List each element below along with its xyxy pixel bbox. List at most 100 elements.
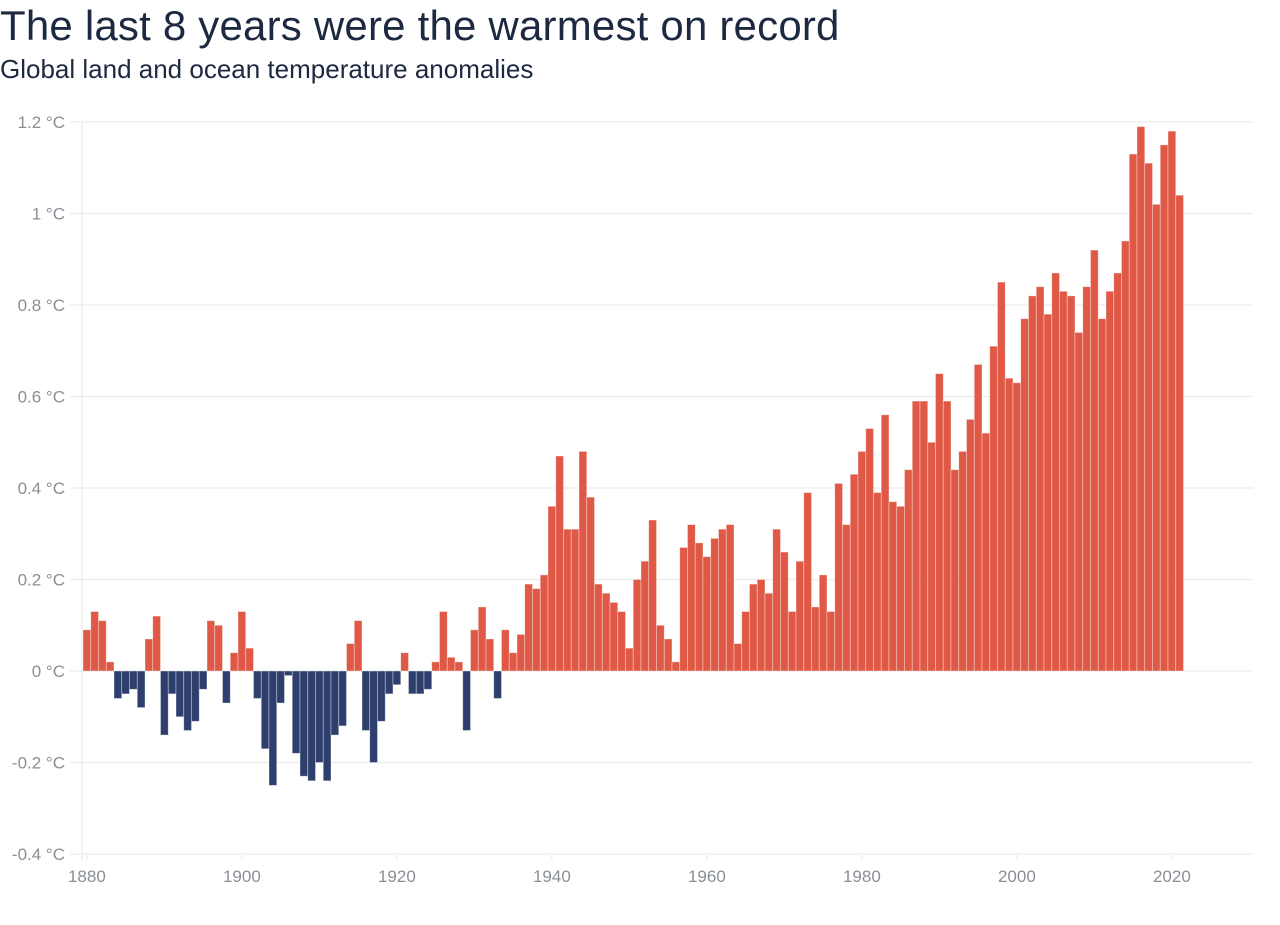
bar-2002 <box>1028 295 1037 672</box>
bar-1947 <box>601 592 611 672</box>
bar-1957 <box>679 547 688 672</box>
bar-1935 <box>508 652 518 672</box>
x-tick-label: 1980 <box>843 867 881 886</box>
bar-1932 <box>485 638 495 672</box>
y-tick-label: 1.2 °C <box>18 113 65 132</box>
bar-1988 <box>919 400 929 672</box>
bar-1997 <box>989 345 998 672</box>
bar-1976 <box>826 611 836 672</box>
bar-1955 <box>663 638 673 672</box>
bar-1886 <box>129 670 138 690</box>
bar-1945 <box>586 496 595 672</box>
bar-2014 <box>1121 240 1130 672</box>
bar-2013 <box>1113 272 1122 672</box>
bar-1938 <box>532 588 541 672</box>
bar-1959 <box>694 542 704 672</box>
bar-1898 <box>222 670 231 704</box>
bar-1999 <box>1004 377 1014 672</box>
chart-subtitle: Global land and ocean temperature anomal… <box>0 54 534 84</box>
bar-1918 <box>377 670 386 722</box>
bar-1923 <box>415 670 425 695</box>
bar-1900 <box>237 611 247 672</box>
bar-1996 <box>981 432 991 672</box>
bar-1943 <box>570 528 580 672</box>
bar-2000 <box>1012 382 1022 672</box>
bar-1978 <box>842 524 851 672</box>
bar-1904 <box>268 670 278 786</box>
bar-1911 <box>322 670 332 782</box>
bar-1910 <box>315 670 324 763</box>
bar-1982 <box>873 492 882 672</box>
bar-2004 <box>1043 313 1053 672</box>
bar-1912 <box>330 670 340 736</box>
bar-2021 <box>1175 194 1184 672</box>
bar-1887 <box>136 670 146 708</box>
bar-1913 <box>338 670 347 727</box>
bar-2007 <box>1066 295 1076 672</box>
bar-2019 <box>1159 144 1169 672</box>
bar-1888 <box>144 638 154 672</box>
bar-1915 <box>353 620 363 672</box>
bar-1895 <box>198 670 208 690</box>
y-tick-label: 0 °C <box>32 662 65 681</box>
bar-1983 <box>880 414 890 672</box>
y-tick-label: 0.4 °C <box>18 479 65 498</box>
bar-1963 <box>725 524 735 672</box>
bar-1937 <box>524 583 533 672</box>
bar-1914 <box>346 643 355 672</box>
bar-1956 <box>671 661 681 672</box>
y-tick-label: -0.2 °C <box>12 754 65 773</box>
bar-2006 <box>1059 290 1068 672</box>
bar-1989 <box>927 441 936 672</box>
bar-1907 <box>291 670 301 754</box>
bar-1979 <box>849 473 859 672</box>
bar-1906 <box>284 670 293 676</box>
x-tick-label: 2000 <box>998 867 1036 886</box>
bar-1981 <box>865 428 874 672</box>
bar-2003 <box>1035 286 1045 672</box>
x-tick-label: 2020 <box>1153 867 1191 886</box>
bar-1951 <box>632 579 642 672</box>
bar-1908 <box>299 670 309 777</box>
bar-1940 <box>547 505 557 672</box>
bar-1897 <box>214 624 223 672</box>
bar-1917 <box>369 670 378 763</box>
bar-1993 <box>958 450 967 672</box>
bar-1934 <box>501 629 510 672</box>
bar-1922 <box>408 670 417 695</box>
bar-1896 <box>206 620 216 672</box>
bar-1965 <box>741 611 750 672</box>
y-tick-label: 0.2 °C <box>18 571 65 590</box>
bar-1970 <box>780 551 789 672</box>
bar-1967 <box>756 579 766 672</box>
bar-1933 <box>493 670 502 699</box>
bar-1998 <box>997 281 1006 672</box>
bar-1885 <box>121 670 130 695</box>
bar-2015 <box>1128 153 1138 672</box>
bar-1921 <box>400 652 409 672</box>
bar-2016 <box>1136 126 1146 672</box>
x-tick-label: 1960 <box>688 867 726 886</box>
bar-1973 <box>803 492 812 672</box>
bar-1899 <box>229 652 239 672</box>
bar-1971 <box>787 611 797 672</box>
bar-2005 <box>1051 272 1060 672</box>
bar-1968 <box>764 592 774 672</box>
bar-1902 <box>253 670 262 699</box>
y-tick-label: -0.4 °C <box>12 845 65 864</box>
bar-1919 <box>384 670 394 695</box>
bar-2011 <box>1097 318 1107 672</box>
bar-1946 <box>594 583 603 672</box>
bar-2017 <box>1144 162 1153 672</box>
bar-2020 <box>1167 130 1177 672</box>
bar-2001 <box>1020 318 1029 672</box>
bar-1892 <box>175 670 185 718</box>
bar-1977 <box>834 483 843 672</box>
bar-1894 <box>191 670 200 722</box>
bars <box>82 126 1184 786</box>
bar-1890 <box>160 670 169 736</box>
bar-2012 <box>1105 290 1115 672</box>
bar-1916 <box>361 670 371 731</box>
bar-1949 <box>617 611 626 672</box>
bar-1881 <box>90 611 99 672</box>
